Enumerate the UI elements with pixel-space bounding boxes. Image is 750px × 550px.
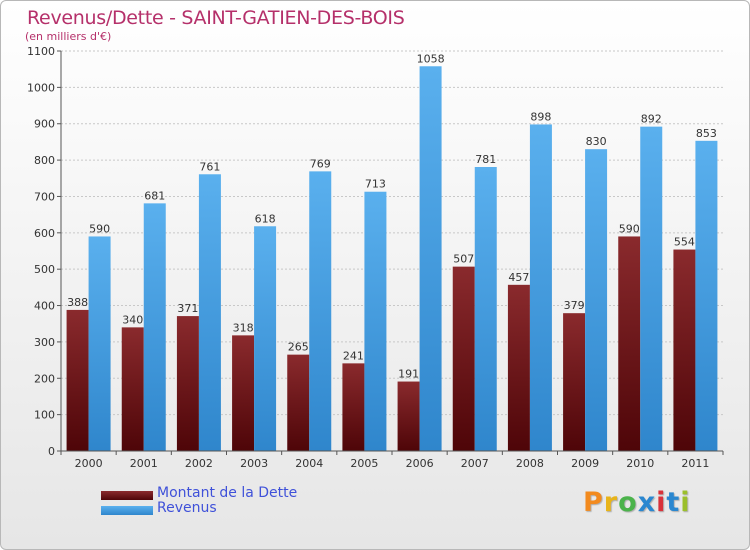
value-label: 265 <box>288 341 309 354</box>
revenus-bar <box>695 140 718 451</box>
y-tick-label: 0 <box>48 445 55 458</box>
y-tick-label: 700 <box>34 190 55 203</box>
logo-letter: i <box>656 487 667 518</box>
dette-bar <box>342 363 365 451</box>
revenus-bar <box>419 66 442 451</box>
chart-title: Revenus/Dette - SAINT-GATIEN-DES-BOIS <box>27 7 405 29</box>
x-tick-label: 2010 <box>626 457 654 470</box>
dette-bar <box>673 249 696 451</box>
y-tick-label: 1000 <box>27 81 55 94</box>
x-tick-label: 2003 <box>240 457 268 470</box>
bars <box>66 66 718 452</box>
revenus-bar <box>254 226 277 451</box>
logo-letter: x <box>637 487 657 518</box>
value-label: 769 <box>310 157 331 170</box>
x-tick-label: 2007 <box>461 457 489 470</box>
x-tick-label: 2009 <box>571 457 599 470</box>
legend-swatch-revenus <box>101 506 153 515</box>
revenus-bar <box>143 203 166 451</box>
x-tick-label: 2006 <box>406 457 434 470</box>
value-label: 681 <box>144 189 165 202</box>
value-label: 457 <box>508 271 529 284</box>
x-tick-label: 2011 <box>681 457 709 470</box>
y-tick-label: 300 <box>34 336 55 349</box>
y-tick-label: 100 <box>34 409 55 422</box>
x-tick-label: 2000 <box>75 457 103 470</box>
value-label: 507 <box>453 253 474 266</box>
y-tick-label: 400 <box>34 300 55 313</box>
proxiti-logo: Proxiti <box>583 487 691 518</box>
x-tick-label: 2001 <box>130 457 158 470</box>
y-tick-label: 900 <box>34 118 55 131</box>
legend-label-revenus: Revenus <box>157 500 217 516</box>
legend-swatch-dette <box>101 491 153 500</box>
logo-letter: i <box>680 487 691 518</box>
value-label: 781 <box>475 153 496 166</box>
value-label: 241 <box>343 349 364 362</box>
chart-subtitle: (en milliers d'€) <box>25 30 112 43</box>
logo-letter: r <box>603 487 619 518</box>
value-label: 379 <box>564 299 585 312</box>
dette-bar <box>176 316 199 451</box>
y-tick-label: 1100 <box>27 45 55 58</box>
dette-bar <box>452 266 475 451</box>
dette-bar <box>287 354 310 451</box>
value-label: 761 <box>199 160 220 173</box>
value-label: 892 <box>641 113 662 126</box>
revenus-bar <box>198 174 221 452</box>
value-label: 713 <box>365 178 386 191</box>
y-tick-label: 200 <box>34 372 55 385</box>
x-tick-label: 2002 <box>185 457 213 470</box>
dette-bar <box>618 236 641 451</box>
value-label: 1058 <box>417 52 445 65</box>
value-labels: 388 590 340 681 371 761 318 618 265 769 241 713 191 1… <box>67 52 717 380</box>
dette-bar <box>232 335 255 451</box>
axes: 0 100 200 300 400 500 600 700 800 900 1000 1100 2000… <box>27 45 724 470</box>
value-label: 371 <box>177 302 198 315</box>
revenus-bar <box>529 124 552 452</box>
revenus-bar <box>364 191 387 451</box>
legend-label-dette: Montant de la Dette <box>157 485 298 501</box>
revenus-bar <box>88 236 111 451</box>
value-label: 898 <box>530 110 551 123</box>
value-label: 554 <box>674 236 695 249</box>
revenus-bar <box>309 171 332 451</box>
logo-letter: P <box>583 487 604 518</box>
value-label: 191 <box>398 368 419 381</box>
value-label: 618 <box>255 212 276 225</box>
value-label: 590 <box>89 222 110 235</box>
dette-bar <box>397 381 420 451</box>
value-label: 388 <box>67 296 88 309</box>
dette-bar <box>121 327 144 451</box>
revenus-bar <box>640 126 663 452</box>
y-tick-label: 500 <box>34 263 55 276</box>
dette-bar <box>507 284 530 451</box>
y-tick-label: 600 <box>34 227 55 240</box>
x-tick-label: 2008 <box>516 457 544 470</box>
revenus-bar <box>585 149 608 451</box>
value-label: 590 <box>619 222 640 235</box>
x-tick-label: 2005 <box>350 457 378 470</box>
value-label: 318 <box>233 321 254 334</box>
logo-letter: o <box>618 487 638 518</box>
dette-bar <box>66 309 89 451</box>
y-tick-label: 800 <box>34 154 55 167</box>
value-label: 340 <box>122 313 143 326</box>
logo-letter: t <box>666 487 681 518</box>
value-label: 830 <box>586 135 607 148</box>
x-tick-label: 2004 <box>295 457 323 470</box>
value-label: 853 <box>696 127 717 140</box>
dette-bar <box>563 313 586 451</box>
revenus-bar <box>474 167 497 451</box>
